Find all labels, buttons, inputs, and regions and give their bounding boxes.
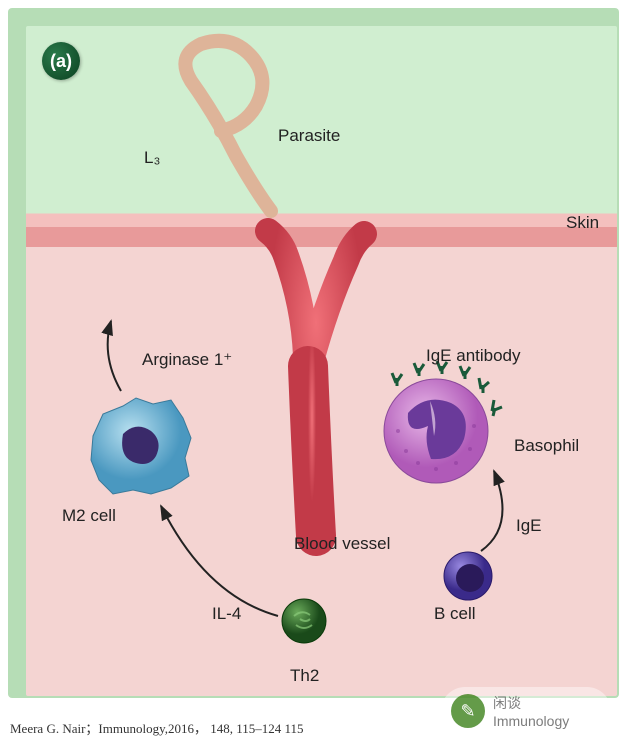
label-bcell: B cell bbox=[434, 604, 476, 624]
label-ige: IgE bbox=[516, 516, 542, 536]
label-basophil: Basophil bbox=[514, 436, 579, 456]
basophil-cell bbox=[384, 361, 502, 483]
th2-cell bbox=[282, 599, 326, 643]
page: (a) L₃ Parasite Skin Arginase 1⁺ IgE ant… bbox=[0, 0, 627, 751]
watermark-icon: ✎ bbox=[451, 694, 485, 728]
m2-cell bbox=[91, 398, 191, 494]
blood-vessel bbox=[268, 231, 364, 536]
arrow-th2-m2 bbox=[161, 506, 278, 616]
b-cell bbox=[444, 552, 492, 600]
label-m2: M2 cell bbox=[62, 506, 116, 526]
label-il4: IL-4 bbox=[212, 604, 241, 624]
arrow-m2-arginase bbox=[108, 321, 121, 391]
watermark: ✎ 闲谈 Immunology bbox=[441, 687, 611, 735]
label-blood-vessel: Blood vessel bbox=[294, 534, 390, 554]
label-arginase: Arginase 1⁺ bbox=[142, 350, 232, 370]
label-ige-antibody: IgE antibody bbox=[426, 346, 521, 366]
arrow-bcell-basophil bbox=[481, 471, 502, 551]
label-skin: Skin bbox=[566, 213, 599, 233]
parasite-worm bbox=[185, 41, 271, 211]
label-th2: Th2 bbox=[290, 666, 319, 686]
label-parasite: Parasite bbox=[278, 126, 340, 146]
figure-frame: (a) L₃ Parasite Skin Arginase 1⁺ IgE ant… bbox=[8, 8, 619, 698]
watermark-text: 闲谈 Immunology bbox=[493, 693, 601, 729]
label-l3: L₃ bbox=[144, 148, 160, 168]
panel-label: (a) bbox=[42, 42, 80, 80]
diagram-area: (a) L₃ Parasite Skin Arginase 1⁺ IgE ant… bbox=[26, 26, 617, 696]
citation-text: Meera G. Nair；Immunology,2016， 148, 115–… bbox=[10, 718, 304, 737]
